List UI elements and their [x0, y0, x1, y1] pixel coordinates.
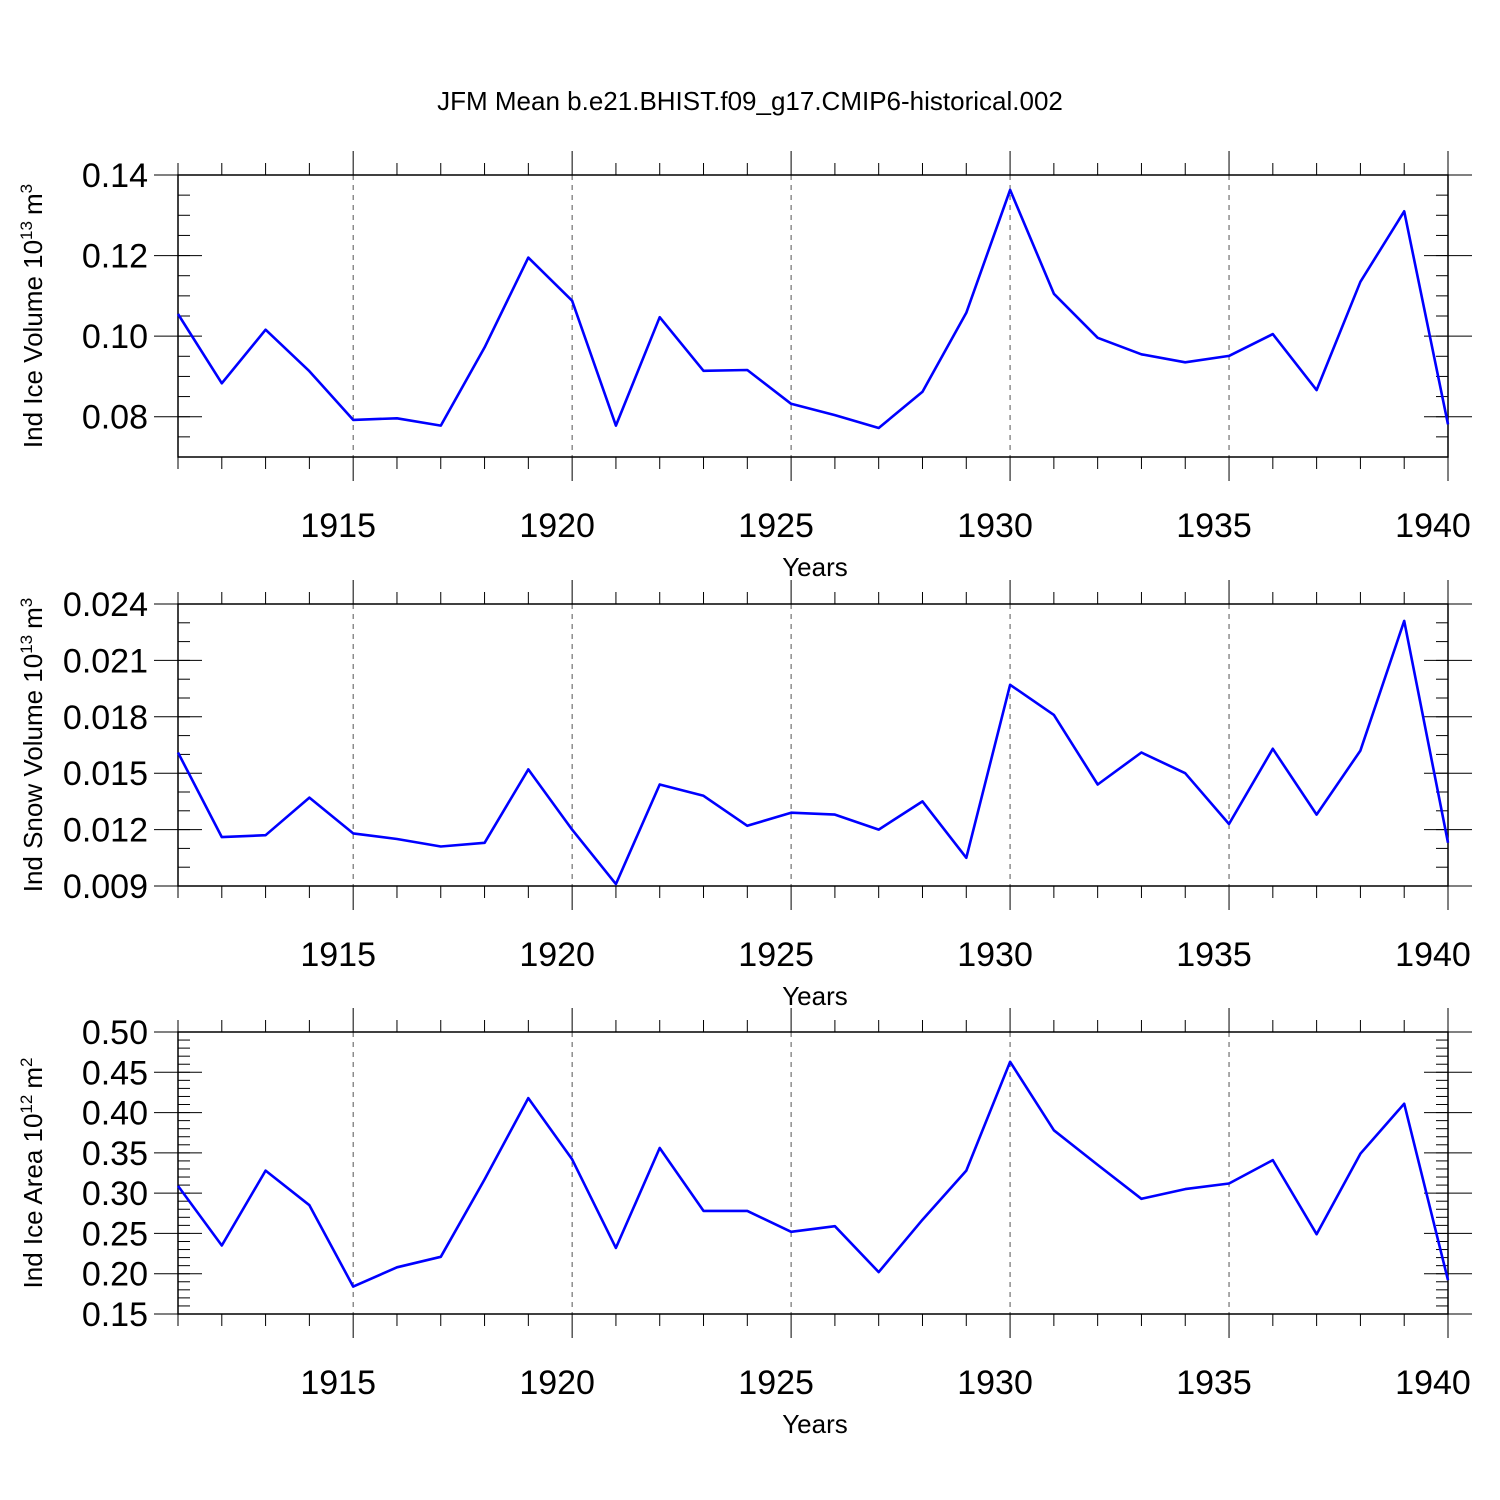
y-axis-label-main: Ind Ice Area 10 [18, 1114, 48, 1289]
x-tick-label: 1935 [1176, 1364, 1252, 1402]
y-tick-label: 0.009 [63, 868, 148, 906]
panels: 0.08 0.10 0.12 0.14 1915 1920 1925 1930 1935 1940… [17, 151, 1472, 1439]
y-tick-label: 0.018 [63, 699, 148, 737]
y-tick-label: 0.024 [63, 586, 148, 624]
y-tick-label: 0.40 [82, 1095, 148, 1133]
y-tick-label: 0.14 [82, 157, 148, 195]
x-tick-label: 1915 [300, 1364, 376, 1402]
x-tick-label: 1925 [738, 936, 814, 974]
y-tick-label: 0.10 [82, 318, 148, 356]
x-tick-label: 1935 [1176, 936, 1252, 974]
x-tick-label: 1940 [1395, 507, 1471, 545]
y-axis-label-exponent: 13 [17, 221, 36, 240]
y-axis-label-unit-exponent: 2 [17, 1058, 36, 1067]
x-tick-label: 1915 [300, 507, 376, 545]
x-tick-label: 1920 [519, 507, 595, 545]
plot-frame [177, 1031, 1449, 1315]
y-axis-label: Ind Ice Area 1012 m2 [17, 1058, 48, 1289]
x-axis-label: Years [782, 1409, 848, 1439]
y-axis-label-unit: m [18, 1067, 48, 1089]
x-tick-label: 1930 [957, 1364, 1033, 1402]
x-tick-label: 1920 [519, 1364, 595, 1402]
y-tick-label: 0.12 [82, 238, 148, 276]
x-tick-label: 1935 [1176, 507, 1252, 545]
y-tick-label: 0.45 [82, 1054, 148, 1092]
series-line [176, 619, 1450, 886]
x-tick-label: 1925 [738, 507, 814, 545]
x-axis-label: Years [782, 552, 848, 582]
chart-title: JFM Mean b.e21.BHIST.f09_g17.CMIP6-histo… [437, 86, 1063, 116]
y-tick-label: 0.15 [82, 1296, 148, 1334]
x-axis-label: Years [782, 981, 848, 1011]
x-tick-label: 1925 [738, 1364, 814, 1402]
x-tick-label: 1915 [300, 936, 376, 974]
y-tick-label: 0.012 [63, 812, 148, 850]
x-tick-label: 1940 [1395, 1364, 1471, 1402]
panel-ice-area: 0.150.200.250.300.350.400.450.50 1915 1920… [17, 1008, 1472, 1439]
plot-frame [177, 174, 1449, 458]
y-axis-label-exponent: 13 [17, 635, 36, 654]
y-tick-label: 0.25 [82, 1215, 148, 1253]
x-tick-label: 1930 [957, 936, 1033, 974]
y-tick-label: 0.08 [82, 399, 148, 437]
y-axis-label-unit-exponent: 3 [17, 598, 36, 607]
y-axis-label: Ind Snow Volume 1013 m3 [17, 598, 48, 893]
x-tick-label: 1940 [1395, 936, 1471, 974]
panel-snow-volume: 0.009 0.012 0.015 0.018 0.021 0.024 1915 1920 19… [17, 580, 1472, 1011]
y-tick-label: 0.35 [82, 1135, 148, 1173]
y-axis-label-main: Ind Ice Volume 10 [18, 240, 48, 448]
y-axis-label-unit-exponent: 3 [17, 184, 36, 193]
y-axis-label-unit: m [18, 607, 48, 629]
y-axis-label-unit: m [18, 193, 48, 215]
y-axis-label: Ind Ice Volume 1013 m3 [17, 184, 48, 448]
series-line [176, 188, 1450, 430]
x-tick-label: 1930 [957, 507, 1033, 545]
series-line [176, 1060, 1450, 1288]
y-tick-label: 0.021 [63, 642, 148, 680]
plot-frame [177, 603, 1449, 887]
y-tick-label: 0.50 [82, 1014, 148, 1052]
panel-ice-volume: 0.08 0.10 0.12 0.14 1915 1920 1925 1930 1935 1940… [17, 151, 1472, 582]
y-axis-label-exponent: 12 [17, 1095, 36, 1114]
y-tick-label: 0.015 [63, 755, 148, 793]
y-tick-label: 0.20 [82, 1256, 148, 1294]
y-axis-label-main: Ind Snow Volume 10 [18, 654, 48, 893]
x-tick-label: 1920 [519, 936, 595, 974]
y-tick-label: 0.30 [82, 1175, 148, 1213]
